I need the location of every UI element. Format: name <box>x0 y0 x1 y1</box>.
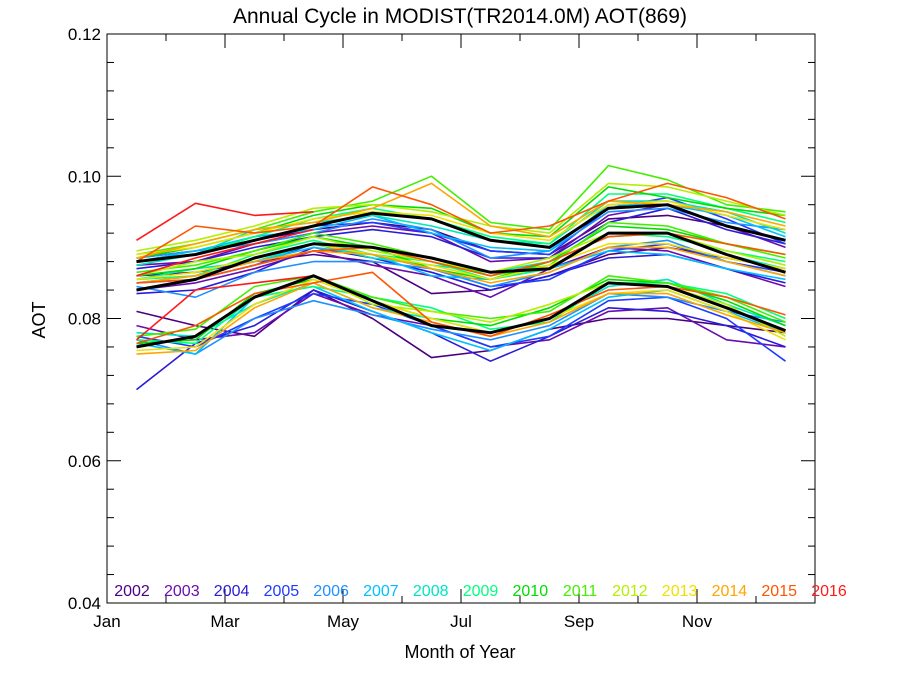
legend-label-2005: 2005 <box>264 583 300 600</box>
x-tick-label: Nov <box>682 612 713 631</box>
y-axis-label: AOT <box>29 301 49 338</box>
axes: 0.04 0.06 0.08 0.10 0.12 Jan Mar May Jul Sep Nov <box>68 25 815 631</box>
legend-label-2008: 2008 <box>413 583 449 600</box>
series-line-2005-1 <box>136 292 786 362</box>
series-line-2014-2 <box>136 246 786 284</box>
series-line-2013-1 <box>136 278 786 352</box>
x-tick-label: May <box>327 612 360 631</box>
y-tick-label: 0.06 <box>68 452 101 471</box>
legend-label-2016: 2016 <box>811 583 847 600</box>
y-tick-label: 0.04 <box>68 594 101 613</box>
chart-title: Annual Cycle in MODIST(TR2014.0M) AOT(86… <box>233 5 687 28</box>
legend-label-2014: 2014 <box>712 583 748 600</box>
legend-label-2002: 2002 <box>114 583 150 600</box>
series-line-2006-1 <box>136 292 786 355</box>
series-lines <box>135 164 786 391</box>
series-line-2013-3 <box>136 200 786 256</box>
y-tick-label: 0.10 <box>68 167 101 186</box>
series-line-2009-2 <box>136 232 786 281</box>
y-tick-label: 0.08 <box>68 310 101 329</box>
mean-line-3 <box>136 203 786 264</box>
x-tick-label: Sep <box>564 612 594 631</box>
x-axis-label: Month of Year <box>404 642 515 662</box>
series-line-2003-2 <box>136 246 786 299</box>
legend-label-2007: 2007 <box>363 583 399 600</box>
legend-label-2009: 2009 <box>463 583 499 600</box>
series-line-2006-3 <box>136 207 786 259</box>
series-line-2011-1 <box>136 274 786 338</box>
series-line-2015-3 <box>136 182 786 263</box>
y-tick-label: 0.12 <box>68 25 101 44</box>
x-tick-label: Mar <box>210 612 240 631</box>
legend-label-2006: 2006 <box>313 583 349 600</box>
legend-label-2013: 2013 <box>662 583 698 600</box>
legend-label-2004: 2004 <box>214 583 250 600</box>
legend-label-2010: 2010 <box>513 583 549 600</box>
series-line-2004-3 <box>136 207 786 270</box>
legend-label-2015: 2015 <box>761 583 797 600</box>
series-line-2004-1 <box>136 289 786 391</box>
series-line-2016-3 <box>136 202 314 241</box>
series-line-2016-2 <box>136 228 314 277</box>
mean-lines <box>136 203 787 349</box>
x-tick-label: Jan <box>93 612 120 631</box>
legend-label-2011: 2011 <box>563 583 598 600</box>
mean-line-1 <box>136 274 787 349</box>
legend-label-2003: 2003 <box>164 583 200 600</box>
x-tick-label: Jul <box>450 612 472 631</box>
series-line-2009-3 <box>136 193 786 263</box>
legend: 2002 2003 2004 2005 2006 2007 2008 2009 2010 2011… <box>114 583 847 600</box>
series-line-2016-1 <box>135 275 314 341</box>
mean-line-2 <box>136 231 786 292</box>
series-line-2015-2 <box>136 232 786 284</box>
legend-label-2012: 2012 <box>612 583 648 600</box>
